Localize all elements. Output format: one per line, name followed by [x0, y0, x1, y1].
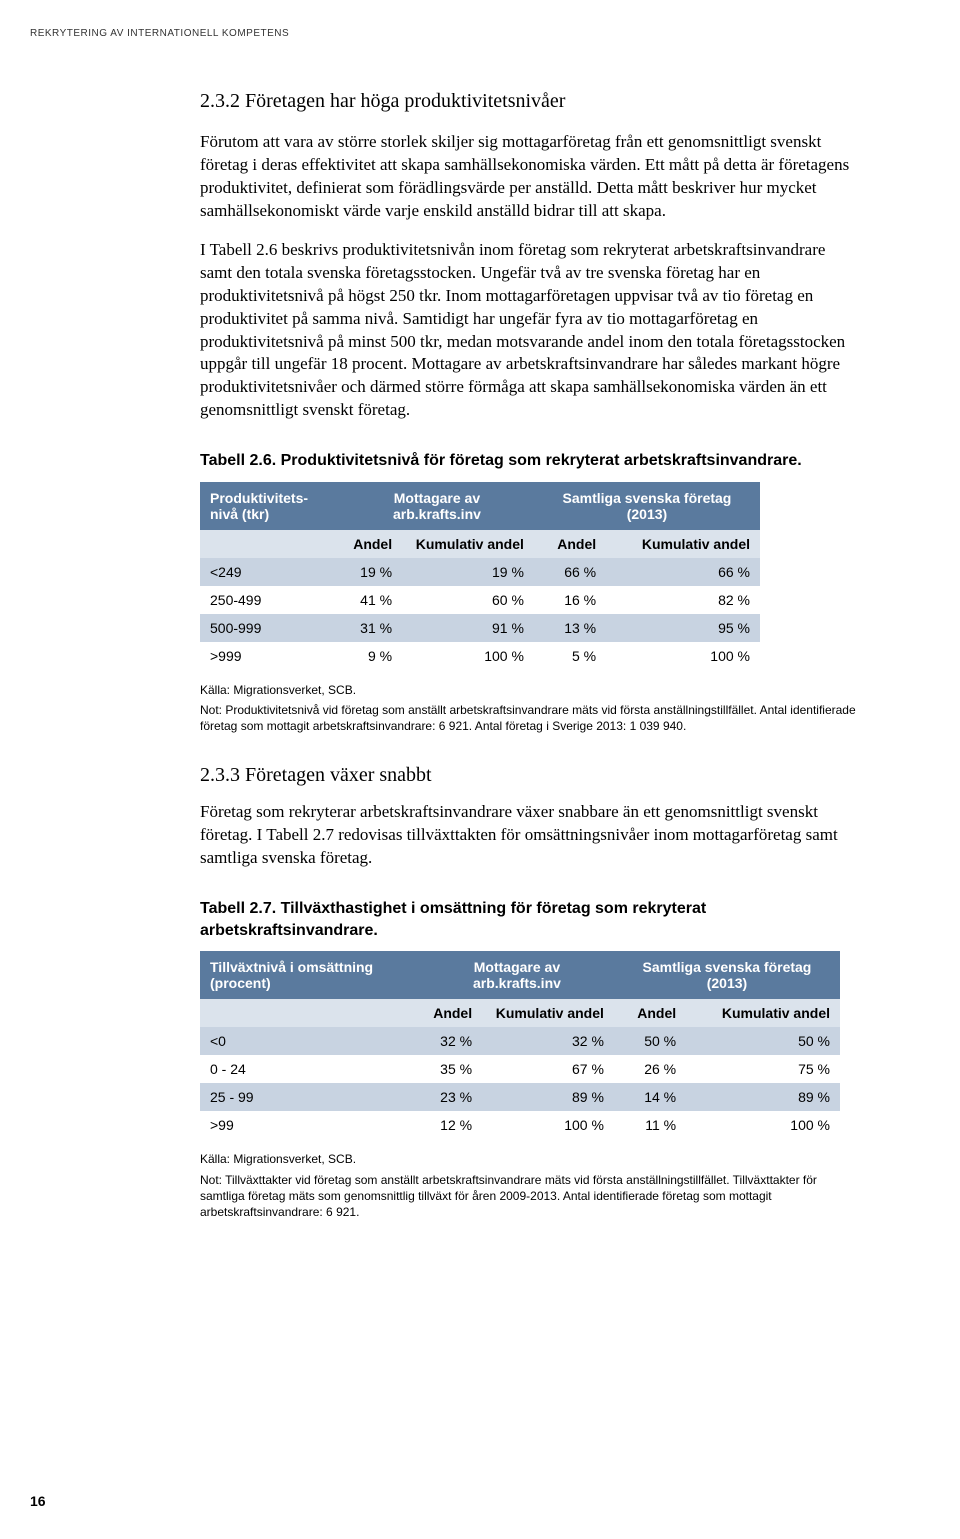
t27-r2-k2: 89 % — [686, 1083, 840, 1111]
section-233-p1: Företag som rekryterar arbetskraftsinvan… — [200, 801, 860, 870]
t26-r0-k1: 19 % — [402, 558, 534, 586]
table-26: Produktivitets- nivå (tkr) Mottagare av … — [200, 482, 760, 670]
section-232-p1: Förutom att vara av större storlek skilj… — [200, 131, 860, 223]
t27-gh-col0: Tillväxtnivå i omsättning (procent) — [200, 951, 420, 999]
t27-r3-label: >99 — [200, 1111, 420, 1139]
table-26-note: Not: Produktivitetsnivå vid företag som … — [200, 702, 860, 734]
t26-r3-a2: 5 % — [534, 642, 606, 670]
t27-r2-label: 25 - 99 — [200, 1083, 420, 1111]
section-232-heading: 2.3.2 Företagen har höga produktivitetsn… — [200, 90, 860, 113]
t27-gh-col2: Samtliga svenska företag (2013) — [614, 951, 840, 999]
t26-r3-k1: 100 % — [402, 642, 534, 670]
table-27-note: Not: Tillväxttakter vid företag som anst… — [200, 1172, 860, 1221]
t27-r3-a1: 12 % — [420, 1111, 482, 1139]
t27-sh-andel1: Andel — [420, 999, 482, 1027]
t26-r2-k1: 91 % — [402, 614, 534, 642]
t27-r1-a2: 26 % — [614, 1055, 686, 1083]
table-27: Tillväxtnivå i omsättning (procent) Mott… — [200, 951, 840, 1139]
running-header: REKRYTERING AV INTERNATIONELL KOMPETENS — [30, 28, 289, 39]
t27-r2-a2: 14 % — [614, 1083, 686, 1111]
t26-sh-andel2: Andel — [534, 530, 606, 558]
table-27-notes: Källa: Migrationsverket, SCB. Not: Tillv… — [200, 1151, 860, 1220]
t27-r0-k2: 50 % — [686, 1027, 840, 1055]
t26-sh-blank — [200, 530, 340, 558]
table-26-group-header: Produktivitets- nivå (tkr) Mottagare av … — [200, 482, 760, 530]
table-row: 25 - 99 23 % 89 % 14 % 89 % — [200, 1083, 840, 1111]
t27-r1-k2: 75 % — [686, 1055, 840, 1083]
t26-r1-k2: 82 % — [606, 586, 760, 614]
page-number: 16 — [30, 1493, 46, 1509]
t27-sh-andel2: Andel — [614, 999, 686, 1027]
table-row: 0 - 24 35 % 67 % 26 % 75 % — [200, 1055, 840, 1083]
table-26-notes: Källa: Migrationsverket, SCB. Not: Produ… — [200, 682, 860, 735]
table-26-title: Tabell 2.6. Produktivitetsnivå för föret… — [200, 450, 860, 472]
t26-gh-col0: Produktivitets- nivå (tkr) — [200, 482, 340, 530]
t27-sh-kum1: Kumulativ andel — [482, 999, 614, 1027]
t27-r3-k1: 100 % — [482, 1111, 614, 1139]
t27-r1-a1: 35 % — [420, 1055, 482, 1083]
table-row: <0 32 % 32 % 50 % 50 % — [200, 1027, 840, 1055]
t26-sh-kum1: Kumulativ andel — [402, 530, 534, 558]
t26-r0-k2: 66 % — [606, 558, 760, 586]
t27-sh-kum2: Kumulativ andel — [686, 999, 840, 1027]
t26-r0-a2: 66 % — [534, 558, 606, 586]
t26-r3-a1: 9 % — [340, 642, 402, 670]
table-27-title: Tabell 2.7. Tillväxthastighet i omsättni… — [200, 898, 860, 941]
t26-gh-col2: Samtliga svenska företag (2013) — [534, 482, 760, 530]
t27-sh-blank — [200, 999, 420, 1027]
t26-r0-a1: 19 % — [340, 558, 402, 586]
t27-gh-col1: Mottagare av arb.krafts.inv — [420, 951, 614, 999]
t26-r1-a2: 16 % — [534, 586, 606, 614]
t26-r0-label: <249 — [200, 558, 340, 586]
page-container: REKRYTERING AV INTERNATIONELL KOMPETENS … — [0, 0, 960, 1539]
table-row: 500-999 31 % 91 % 13 % 95 % — [200, 614, 760, 642]
t26-r3-k2: 100 % — [606, 642, 760, 670]
table-row: 250-499 41 % 60 % 16 % 82 % — [200, 586, 760, 614]
t27-r0-k1: 32 % — [482, 1027, 614, 1055]
table-26-source: Källa: Migrationsverket, SCB. — [200, 682, 860, 698]
table-row: >99 12 % 100 % 11 % 100 % — [200, 1111, 840, 1139]
t26-r2-label: 500-999 — [200, 614, 340, 642]
table-27-source: Källa: Migrationsverket, SCB. — [200, 1151, 860, 1167]
section-232-p2: I Tabell 2.6 beskrivs produktivitetsnivå… — [200, 239, 860, 423]
t26-r1-label: 250-499 — [200, 586, 340, 614]
t26-sh-kum2: Kumulativ andel — [606, 530, 760, 558]
t27-r0-a1: 32 % — [420, 1027, 482, 1055]
t27-r3-a2: 11 % — [614, 1111, 686, 1139]
t26-r2-k2: 95 % — [606, 614, 760, 642]
table-27-group-header: Tillväxtnivå i omsättning (procent) Mott… — [200, 951, 840, 999]
t27-r0-label: <0 — [200, 1027, 420, 1055]
section-233-heading: 2.3.3 Företagen växer snabbt — [200, 764, 860, 787]
table-26-sub-header: Andel Kumulativ andel Andel Kumulativ an… — [200, 530, 760, 558]
t27-r2-a1: 23 % — [420, 1083, 482, 1111]
t26-gh-col1: Mottagare av arb.krafts.inv — [340, 482, 534, 530]
t26-r3-label: >999 — [200, 642, 340, 670]
t27-r0-a2: 50 % — [614, 1027, 686, 1055]
t26-sh-andel1: Andel — [340, 530, 402, 558]
table-row: >999 9 % 100 % 5 % 100 % — [200, 642, 760, 670]
table-row: <249 19 % 19 % 66 % 66 % — [200, 558, 760, 586]
table-27-sub-header: Andel Kumulativ andel Andel Kumulativ an… — [200, 999, 840, 1027]
t27-r2-k1: 89 % — [482, 1083, 614, 1111]
t26-r1-k1: 60 % — [402, 586, 534, 614]
t26-r2-a2: 13 % — [534, 614, 606, 642]
t27-r3-k2: 100 % — [686, 1111, 840, 1139]
t27-r1-label: 0 - 24 — [200, 1055, 420, 1083]
t27-r1-k1: 67 % — [482, 1055, 614, 1083]
t26-r2-a1: 31 % — [340, 614, 402, 642]
t26-r1-a1: 41 % — [340, 586, 402, 614]
